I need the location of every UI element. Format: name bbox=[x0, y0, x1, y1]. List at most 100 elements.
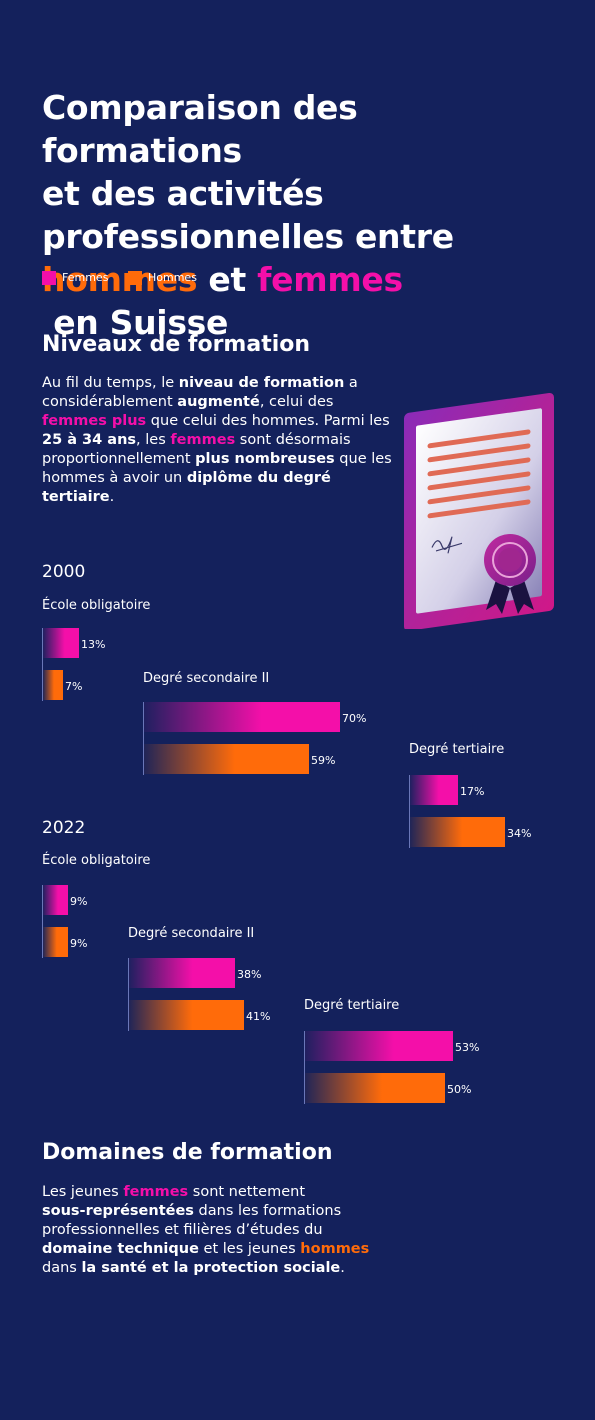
para-line: proportionnellement plus nombreuses que … bbox=[42, 450, 392, 469]
data-label-hommes-ecole-obligatoire: 7% bbox=[65, 680, 83, 693]
text-run: sont nettement bbox=[188, 1184, 305, 1200]
data-label-femmes-degre-tertiaire: 17% bbox=[460, 785, 485, 798]
text-run: domaine technique bbox=[42, 1241, 199, 1257]
text-run: 25 à 34 ans bbox=[42, 432, 137, 448]
data-label-hommes-degre-secondaire-ii: 41% bbox=[246, 1010, 271, 1023]
category-label-degre-secondaire-ii: Degré secondaire II bbox=[128, 926, 255, 941]
diploma-text-lines bbox=[427, 429, 531, 519]
group-axis-line bbox=[42, 885, 43, 958]
para-line: tertiaire. bbox=[42, 488, 392, 507]
bar-hommes-ecole-obligatoire bbox=[43, 670, 63, 700]
title-line-1: Comparaison des formations bbox=[42, 88, 358, 170]
para-line: dans la santé et la protection sociale. bbox=[42, 1259, 372, 1278]
para-line: hommes à avoir un diplôme du degré bbox=[42, 469, 392, 488]
legend-swatch-hommes bbox=[128, 271, 142, 285]
group-axis-line bbox=[409, 775, 410, 848]
para-line: sous-représentées dans les formations bbox=[42, 1202, 372, 1221]
group-axis-line bbox=[304, 1031, 305, 1104]
seal-icon bbox=[484, 534, 536, 614]
bar-hommes-degre-secondaire-ii bbox=[144, 744, 309, 774]
text-run: sont désormais bbox=[235, 432, 351, 448]
title-line-3: professionnelles entre bbox=[42, 217, 454, 256]
title-line-2: et des activités bbox=[42, 174, 324, 213]
bar-femmes-degre-secondaire-ii bbox=[129, 958, 235, 988]
bar-hommes-degre-secondaire-ii bbox=[129, 1000, 244, 1030]
text-run: , les bbox=[136, 432, 171, 448]
chart-2000-title: 2000 bbox=[42, 562, 86, 582]
bar-femmes-degre-tertiaire bbox=[410, 775, 458, 805]
data-label-femmes-degre-secondaire-ii: 38% bbox=[237, 968, 262, 981]
legend-item-femmes: Femmes bbox=[42, 271, 108, 285]
category-label-degre-tertiaire: Degré tertiaire bbox=[304, 998, 400, 1013]
data-label-hommes-ecole-obligatoire: 9% bbox=[70, 937, 88, 950]
data-label-femmes-ecole-obligatoire: 9% bbox=[70, 895, 88, 908]
title-word-hommes: hommes bbox=[42, 260, 198, 299]
para-line: considérablement augmenté, celui des bbox=[42, 393, 392, 412]
diploma-illustration bbox=[404, 393, 554, 629]
bar-hommes-ecole-obligatoire bbox=[43, 927, 68, 957]
signature-icon bbox=[431, 536, 463, 554]
data-label-femmes-degre-secondaire-ii: 70% bbox=[342, 712, 367, 725]
text-run: professionnelles et filières d’études du bbox=[42, 1222, 323, 1238]
text-run: plus nombreuses bbox=[195, 451, 335, 467]
text-run: la santé et la protection sociale bbox=[81, 1260, 341, 1276]
para-line: Au fil du temps, le niveau de formation … bbox=[42, 374, 392, 393]
legend-label-hommes: Hommes bbox=[148, 271, 197, 284]
data-label-femmes-ecole-obligatoire: 13% bbox=[81, 638, 106, 651]
title-word-et: et bbox=[197, 260, 258, 299]
text-run: sous-représentées bbox=[42, 1203, 194, 1219]
group-axis-line bbox=[42, 628, 43, 701]
data-label-hommes-degre-tertiaire: 50% bbox=[447, 1083, 472, 1096]
section-paragraph-niveaux: Au fil du temps, le niveau de formation … bbox=[42, 374, 392, 507]
legend-label-femmes: Femmes bbox=[62, 271, 109, 284]
title-word-suisse: en Suisse bbox=[42, 303, 229, 342]
text-run: hommes à avoir un bbox=[42, 470, 187, 486]
category-label-degre-secondaire-ii: Degré secondaire II bbox=[143, 671, 270, 686]
text-run: hommes bbox=[300, 1241, 370, 1257]
text-run: diplôme du degré bbox=[186, 470, 331, 486]
bar-femmes-ecole-obligatoire bbox=[43, 885, 68, 915]
text-run: femmes plus bbox=[42, 413, 147, 429]
text-run: a bbox=[344, 375, 358, 391]
text-run: . bbox=[109, 489, 115, 505]
legend-item-hommes: Hommes bbox=[128, 271, 197, 285]
text-run: considérablement bbox=[42, 394, 178, 410]
category-label-degre-tertiaire: Degré tertiaire bbox=[409, 742, 505, 757]
text-run: que celui des hommes. Parmi les bbox=[146, 413, 390, 429]
para-line: femmes plus que celui des hommes. Parmi … bbox=[42, 412, 392, 431]
para-line: 25 à 34 ans, les femmes sont désormais bbox=[42, 431, 392, 450]
bar-hommes-degre-tertiaire bbox=[305, 1073, 445, 1103]
bar-hommes-degre-tertiaire bbox=[410, 817, 505, 847]
data-label-hommes-degre-secondaire-ii: 59% bbox=[311, 754, 336, 767]
group-axis-line bbox=[143, 702, 144, 775]
category-label-ecole-obligatoire: École obligatoire bbox=[42, 598, 151, 613]
chart-2022-title: 2022 bbox=[42, 818, 86, 838]
text-run: et les jeunes bbox=[198, 1241, 301, 1257]
text-run: proportionnellement bbox=[42, 451, 196, 467]
category-label-ecole-obligatoire: École obligatoire bbox=[42, 853, 151, 868]
text-run: femmes bbox=[170, 432, 236, 448]
text-run: niveau de formation bbox=[178, 375, 345, 391]
text-run: Les jeunes bbox=[42, 1184, 124, 1200]
text-run: Au fil du temps, le bbox=[42, 375, 179, 391]
para-line: professionnelles et filières d’études du bbox=[42, 1221, 372, 1240]
para-line: Les jeunes femmes sont nettement bbox=[42, 1183, 372, 1202]
text-run: , celui des bbox=[259, 394, 334, 410]
text-run: augmenté bbox=[177, 394, 260, 410]
text-run: dans les formations bbox=[193, 1203, 342, 1219]
section-heading-niveaux: Niveaux de formation bbox=[42, 332, 311, 357]
para-line: domaine technique et les jeunes hommes bbox=[42, 1240, 372, 1259]
text-run: dans bbox=[42, 1260, 82, 1276]
page-title: Comparaison des formations et des activi… bbox=[42, 86, 562, 344]
text-run: tertiaire bbox=[42, 489, 110, 505]
legend-swatch-femmes bbox=[42, 271, 56, 285]
text-run: que les bbox=[334, 451, 392, 467]
bar-femmes-degre-secondaire-ii bbox=[144, 702, 340, 732]
data-label-femmes-degre-tertiaire: 53% bbox=[455, 1041, 480, 1054]
section-paragraph-domaines: Les jeunes femmes sont nettement sous-re… bbox=[42, 1183, 372, 1278]
title-line-4: hommes et femmes en Suisse bbox=[42, 258, 562, 344]
group-axis-line bbox=[128, 958, 129, 1031]
bar-femmes-ecole-obligatoire bbox=[43, 628, 79, 658]
data-label-hommes-degre-tertiaire: 34% bbox=[507, 827, 532, 840]
bar-femmes-degre-tertiaire bbox=[305, 1031, 453, 1061]
